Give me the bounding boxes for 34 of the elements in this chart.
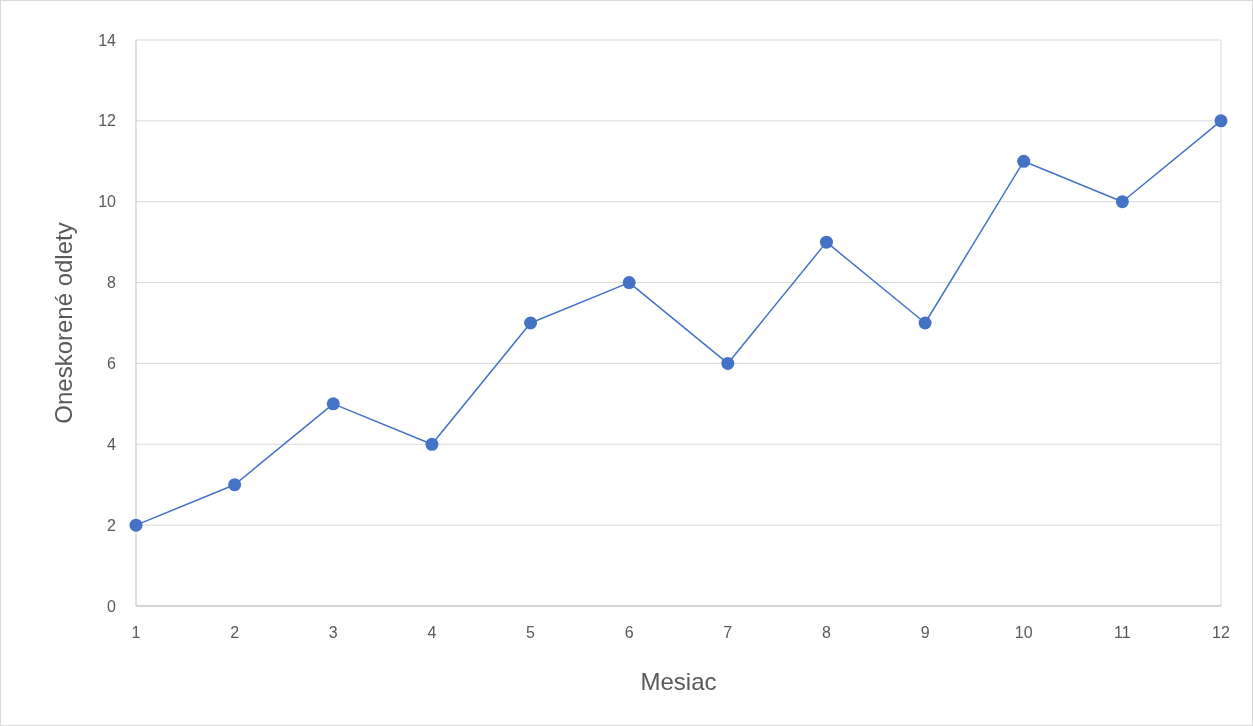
x-tick-label: 12 (1212, 624, 1230, 641)
y-tick-label: 14 (98, 31, 117, 49)
x-tick-label: 2 (230, 624, 240, 641)
x-tick-label: 8 (822, 624, 831, 641)
y-tick-label: 8 (107, 274, 117, 292)
point (918, 316, 932, 330)
x-tick-label: 3 (328, 624, 338, 641)
point (129, 518, 143, 532)
point (1214, 114, 1228, 128)
x-tick-label: 5 (526, 624, 536, 641)
point (524, 316, 538, 330)
point (1017, 154, 1031, 168)
point (622, 276, 636, 290)
point (819, 235, 833, 249)
x-tick-label: 11 (1114, 624, 1131, 641)
x-tick-label: 7 (723, 624, 733, 641)
y-tick-label: 10 (98, 193, 117, 211)
y-tick-label: 0 (107, 597, 117, 615)
y-tick-label: 2 (107, 516, 117, 534)
y-tick-label: 4 (107, 435, 117, 453)
point (228, 478, 242, 492)
y-tick-label: 6 (107, 355, 117, 373)
point (721, 356, 735, 370)
y-tick-label: 12 (98, 112, 117, 130)
x-tick-label: 10 (1014, 624, 1033, 641)
x-tick-label: 1 (131, 624, 141, 641)
point (425, 437, 439, 451)
x-tick-label: 9 (920, 624, 930, 641)
x-tick-label: 4 (427, 624, 437, 641)
y-axis-title: Oneskorené odlety (50, 222, 77, 424)
point (326, 397, 340, 411)
point (1115, 195, 1129, 209)
x-axis-title: Mesiac (640, 668, 717, 695)
x-tick-label: 6 (624, 624, 634, 641)
